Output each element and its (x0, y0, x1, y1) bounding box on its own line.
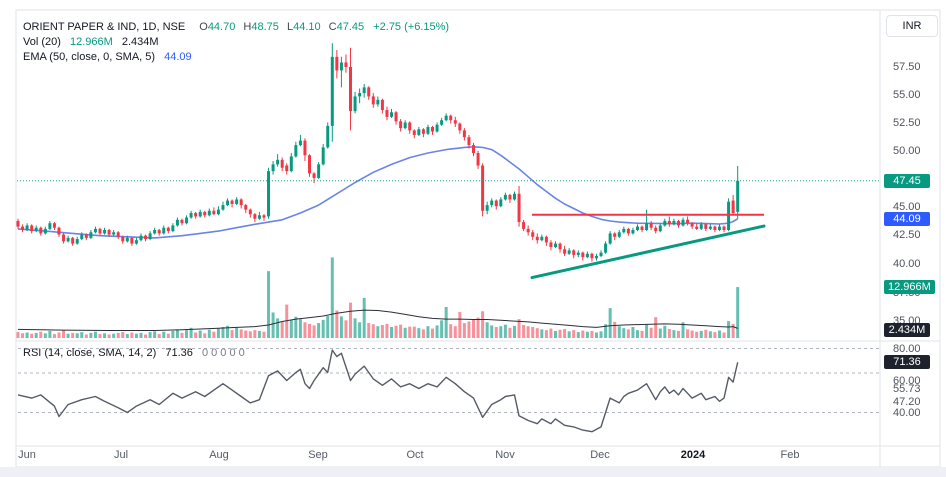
price-axis-badge: 2.434M (884, 323, 930, 337)
high-value: 48.75 (251, 21, 279, 33)
ema-legend-row[interactable]: EMA (50, close, 0, SMA, 5) 44.09 (23, 50, 449, 65)
rsi-indicator-label: RSI (14, close, SMA, 14, 2) (23, 347, 157, 359)
rsi-value: 71.36 (165, 347, 193, 359)
high-label: H (243, 21, 252, 33)
time-axis-label: Sep (308, 449, 328, 461)
time-axis-label: Jun (18, 449, 36, 461)
price-axis-label: 57.50 (893, 61, 921, 73)
time-axis[interactable] (16, 446, 880, 467)
price-axis-badge: 47.45 (884, 174, 930, 188)
price-axis-label: 55.73 (893, 383, 921, 395)
volume-legend-row[interactable]: Vol (20) 12.966M 2.434M (23, 35, 449, 50)
time-axis-label: Jul (113, 449, 129, 461)
rsi-extra-values: 0 0 0 0 0 (201, 347, 245, 359)
price-axis-badge: 44.09 (884, 212, 930, 226)
time-axis-label: Oct (406, 449, 424, 461)
price-axis-label: 50.00 (893, 145, 921, 157)
time-axis-label: 2024 (680, 449, 706, 461)
price-axis-badge: 12.966M (884, 280, 935, 294)
volume-current-value: 12.966M (69, 36, 113, 48)
price-axis-badge: 71.36 (884, 355, 930, 369)
symbol-legend-row[interactable]: ORIENT PAPER & IND, 1D, NSE O44.70 H48.7… (23, 20, 449, 35)
volume-ma-value: 2.434M (121, 36, 159, 48)
green-support-trendline (530, 224, 766, 280)
price-axis-label: 45.00 (893, 201, 921, 213)
time-axis-label: Nov (495, 449, 515, 461)
price-axis-label: 42.50 (893, 229, 921, 241)
open-value: 44.70 (207, 21, 236, 33)
price-axis-label: 40.00 (893, 407, 921, 419)
low-value: 44.10 (293, 21, 321, 33)
symbol-title: ORIENT PAPER & IND, 1D, NSE (23, 21, 186, 33)
ema-indicator-label: EMA (50, close, 0, SMA, 5) (23, 51, 156, 63)
price-axis-label: 52.50 (893, 117, 921, 129)
change-value: +2.75 (+6.15%) (373, 21, 450, 33)
price-axis-label: 40.00 (893, 258, 921, 270)
price-axis-label: 60.00 (893, 375, 921, 387)
low-label: L (286, 21, 294, 33)
rsi-legend-row[interactable]: RSI (14, close, SMA, 14, 2) 71.36 0 0 0 … (23, 347, 245, 359)
volume-indicator-label: Vol (20) (23, 36, 61, 48)
price-axis-label: 47.20 (893, 396, 921, 408)
chart-legend: ORIENT PAPER & IND, 1D, NSE O44.70 H48.7… (23, 20, 449, 65)
price-axis-label: 80.00 (893, 343, 921, 355)
ema-value: 44.09 (164, 51, 192, 63)
time-axis-label: Dec (590, 449, 610, 461)
time-axis-label: Aug (209, 449, 229, 461)
close-value: 47.45 (336, 21, 365, 33)
close-label: C (328, 21, 337, 33)
time-axis-label: Feb (780, 449, 800, 461)
currency-toggle-button[interactable]: INR (886, 15, 938, 37)
price-axis-label: 55.00 (893, 89, 921, 101)
bottom-strip (0, 467, 946, 477)
open-label: O (199, 21, 208, 33)
